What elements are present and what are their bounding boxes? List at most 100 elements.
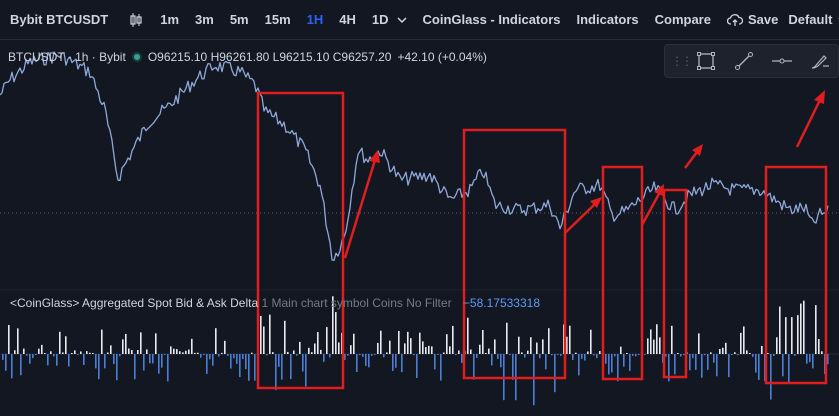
delta-bar (278, 354, 280, 367)
compare-button[interactable]: Compare (654, 12, 711, 27)
delta-bar (758, 354, 760, 380)
delta-bar (404, 343, 406, 354)
delta-bar (581, 354, 583, 359)
delta-bar (446, 334, 448, 354)
save-button[interactable]: Save (719, 0, 786, 40)
delta-bar (629, 354, 631, 371)
drag-handle-icon[interactable]: ⋮⋮ (671, 54, 693, 68)
delta-bar (551, 354, 553, 356)
delta-bar (533, 354, 535, 406)
delta-bar (626, 352, 628, 354)
delta-bar (734, 352, 736, 354)
delta-bar (344, 354, 346, 360)
delta-bar (173, 348, 175, 354)
delta-bar (320, 349, 322, 354)
symbol-search-button[interactable]: Bybit BTCUSDT (10, 12, 109, 27)
delta-bar (194, 352, 196, 354)
delta-bar (209, 354, 211, 360)
interval-15m[interactable]: 15m (264, 12, 291, 27)
layout-label: Default (788, 12, 833, 27)
delta-bar (176, 349, 178, 354)
delta-bar (710, 352, 712, 354)
delta-bar (281, 354, 283, 380)
trendline-icon[interactable] (729, 48, 759, 74)
delta-bar (794, 354, 796, 356)
delta-bar (29, 354, 31, 364)
delta-bar (245, 354, 247, 370)
delta-bar (275, 354, 277, 391)
annotation-arrow-5 (795, 99, 822, 148)
indicator-legend: <CoinGlass> Aggregated Spot Bid & Ask De… (10, 296, 540, 310)
layout-button[interactable]: Default (786, 0, 839, 40)
delta-bar (203, 354, 205, 356)
delta-bar (665, 354, 667, 357)
delta-bar (260, 315, 262, 354)
delta-bar (5, 354, 7, 371)
delta-bar (524, 354, 526, 358)
delta-bar (8, 325, 10, 354)
delta-bar (743, 326, 745, 354)
delta-bar (674, 354, 676, 375)
delta-bar (719, 349, 721, 354)
high-label: H (210, 50, 220, 64)
candles-icon[interactable] (120, 0, 152, 40)
delta-bar (725, 342, 727, 354)
delta-bar (812, 354, 814, 369)
interval-dropdown-chevron-down-icon[interactable] (396, 0, 415, 40)
interval-5m[interactable]: 5m (229, 12, 249, 27)
delta-bar (155, 333, 157, 354)
delta-bar (614, 354, 616, 357)
delta-bar (542, 339, 544, 354)
indicator-script-button[interactable]: CoinGlass - Indicators (422, 12, 561, 27)
rectangle-icon[interactable] (691, 48, 721, 74)
delta-bar (590, 329, 592, 354)
delta-bar (473, 354, 475, 380)
delta-bar (371, 354, 373, 356)
price-chart[interactable] (0, 41, 839, 416)
indicators-button[interactable]: Indicators (576, 12, 639, 27)
delta-bar (122, 339, 124, 354)
delta-bar (422, 341, 424, 354)
delta-bar (518, 336, 520, 354)
horizontal-line-icon[interactable] (767, 48, 797, 74)
delta-bar (32, 354, 34, 359)
interval-1h[interactable]: 1H (306, 12, 324, 27)
delta-bar (113, 354, 115, 365)
interval-3m[interactable]: 3m (195, 12, 214, 27)
delta-bar (443, 352, 445, 354)
delta-bar (143, 354, 145, 371)
indicator-name[interactable]: <CoinGlass> Aggregated Spot Bid & Ask De… (10, 296, 259, 310)
ohlc-values: O96215.10 H96261.80 L96215.10 C96257.20 (148, 50, 392, 64)
interval-1m[interactable]: 1m (160, 12, 180, 27)
interval-1d[interactable]: 1D (371, 12, 389, 27)
delta-bar (548, 328, 550, 354)
delta-bar (677, 352, 679, 354)
delta-bar (644, 354, 646, 355)
delta-bar (713, 354, 715, 363)
brush-icon[interactable] (805, 48, 835, 74)
delta-bar (377, 342, 379, 354)
delta-bar (380, 330, 382, 354)
delta-bar (110, 345, 112, 354)
delta-bar (401, 354, 403, 373)
delta-bar (242, 354, 244, 360)
close-label: C (332, 50, 342, 64)
delta-bar (101, 329, 103, 354)
delta-bar (470, 349, 472, 354)
delta-bar (263, 326, 265, 354)
delta-bar (35, 354, 37, 356)
delta-bar (92, 352, 94, 354)
delta-bar (293, 350, 295, 354)
delta-bar (413, 354, 415, 356)
arrow-head (692, 144, 703, 156)
delta-bar (752, 354, 754, 357)
delta-bar (227, 354, 229, 356)
highlight-box-3 (601, 165, 644, 381)
delta-bar (218, 354, 220, 357)
delta-bar (494, 339, 496, 354)
delta-bar (185, 350, 187, 354)
interval-4h[interactable]: 4H (339, 12, 356, 27)
delta-bar (68, 354, 70, 367)
delta-bar (803, 300, 805, 354)
delta-bar (71, 352, 73, 354)
